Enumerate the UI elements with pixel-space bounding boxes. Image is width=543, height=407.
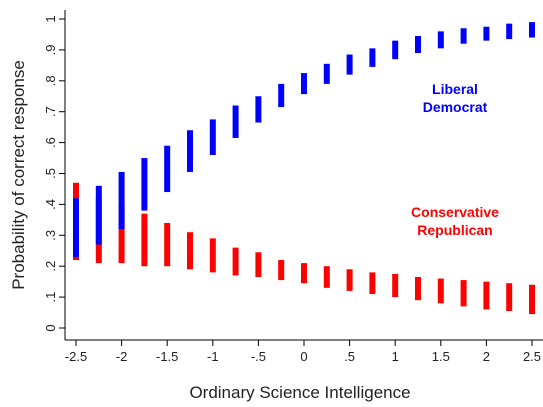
- range-bar: [460, 28, 467, 44]
- y-tick-label: 0: [43, 324, 58, 331]
- range-bar: [483, 281, 490, 310]
- y-tick-label: 1: [43, 15, 58, 22]
- range-bar: [346, 54, 353, 75]
- range-bar: [483, 26, 490, 41]
- range-bar: [506, 283, 513, 312]
- range-bar: [118, 171, 125, 230]
- range-bar: [437, 31, 444, 49]
- range-bar: [278, 83, 285, 108]
- series-label: Conservative Republican: [411, 204, 499, 238]
- y-tick-label: .9: [43, 44, 58, 55]
- range-bar: [164, 222, 171, 267]
- y-tick-label: .6: [43, 137, 58, 148]
- x-tick-label: -2.5: [65, 349, 87, 364]
- range-bar: [346, 269, 353, 291]
- range-bar: [232, 105, 239, 138]
- range-bar: [460, 280, 467, 307]
- range-bar: [209, 238, 216, 273]
- range-bar: [164, 145, 171, 193]
- range-bar: [437, 278, 444, 304]
- x-tick-label: -2: [116, 349, 128, 364]
- range-bar: [529, 22, 535, 38]
- x-tick-label: 0: [300, 349, 307, 364]
- range-bar: [209, 119, 216, 155]
- range-bar: [369, 272, 376, 295]
- x-tick-label: -1: [207, 349, 219, 364]
- range-bar: [255, 252, 262, 278]
- range-bar: [95, 185, 102, 245]
- y-tick-label: .3: [43, 230, 58, 241]
- range-bar: [141, 158, 148, 211]
- y-tick-label: .2: [43, 261, 58, 272]
- y-axis-label: Probability of correct response: [9, 60, 28, 290]
- range-bar: [141, 213, 148, 267]
- range-bar: [255, 96, 262, 123]
- range-bar: [392, 273, 399, 298]
- x-tick-label: .5: [344, 349, 355, 364]
- range-bar: [278, 260, 285, 281]
- range-bar: [323, 266, 330, 288]
- range-bar: [323, 63, 330, 84]
- y-tick-label: .1: [43, 292, 58, 303]
- range-bar: [506, 23, 513, 40]
- y-tick-label: .8: [43, 75, 58, 86]
- y-tick-label: .4: [43, 199, 58, 210]
- x-tick-label: 1.5: [432, 349, 450, 364]
- range-bar: [232, 247, 239, 276]
- x-tick-label: 1: [392, 349, 399, 364]
- range-bar: [529, 284, 535, 315]
- range-bar: [187, 232, 193, 270]
- x-axis-label: Ordinary Science Intelligence: [189, 383, 410, 402]
- x-tick-label: -.5: [251, 349, 266, 364]
- x-tick-label: -1.5: [156, 349, 178, 364]
- x-tick-label: 2.5: [523, 349, 541, 364]
- range-bar: [415, 35, 421, 53]
- range-bar: [392, 40, 399, 60]
- range-bar: [301, 263, 307, 284]
- range-bar: [73, 198, 79, 257]
- range-bar: [118, 204, 125, 264]
- range-bar: [415, 277, 421, 301]
- range-bar: [301, 73, 307, 95]
- y-tick-label: .7: [43, 106, 58, 117]
- series-label: Liberal Democrat: [422, 81, 488, 115]
- x-tick-label: 2: [483, 349, 490, 364]
- range-bar: [187, 130, 193, 172]
- y-tick-label: .5: [43, 168, 58, 179]
- range-bar: [369, 48, 376, 67]
